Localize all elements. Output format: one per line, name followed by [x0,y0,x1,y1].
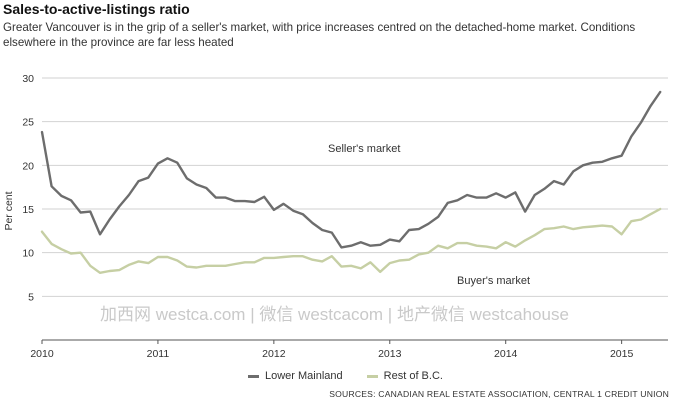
chart-title: Sales-to-active-listings ratio [3,1,190,17]
legend-swatch-rest-of-bc [366,374,378,378]
x-tick-label-2010: 2010 [30,348,54,360]
x-tick-label-2011: 2011 [147,348,170,360]
y-tick-label-20: 20 [22,160,34,172]
annotation-buyers-market: Buyer's market [457,275,530,287]
x-tick-label-2013: 2013 [378,348,402,360]
watermark: 加西网 westca.com | 微信 westcacom | 地产微信 wes… [100,305,569,324]
legend: Lower Mainland Rest of B.C. [248,370,467,382]
y-axis-label: Per cent [3,191,15,230]
legend-item-lower-mainland: Lower Mainland [248,370,343,382]
y-tick-label-10: 10 [22,248,34,260]
y-tick-label-5: 5 [28,291,34,303]
y-tick-label-30: 30 [22,73,34,85]
legend-item-rest-of-bc: Rest of B.C. [366,370,443,382]
x-tick-label-2014: 2014 [494,348,518,360]
series-line-lower-mainland [40,90,662,249]
legend-swatch-lower-mainland [248,374,259,378]
x-tick-label-2015: 2015 [610,348,634,360]
chart-subtitle: Greater Vancouver is in the grip of a se… [3,21,636,49]
legend-label-rest-of-bc: Rest of B.C. [383,370,443,382]
y-tick-label-25: 25 [22,117,34,129]
series-line-rest-of-bc [40,207,662,274]
y-tick-label-15: 15 [22,204,34,216]
x-tick-label-2012: 2012 [262,348,286,360]
legend-label-lower-mainland: Lower Mainland [265,370,343,382]
annotation-sellers-market: Seller's market [328,143,400,155]
source-note: SOURCES: CANADIAN REAL ESTATE ASSOCIATIO… [329,389,669,399]
